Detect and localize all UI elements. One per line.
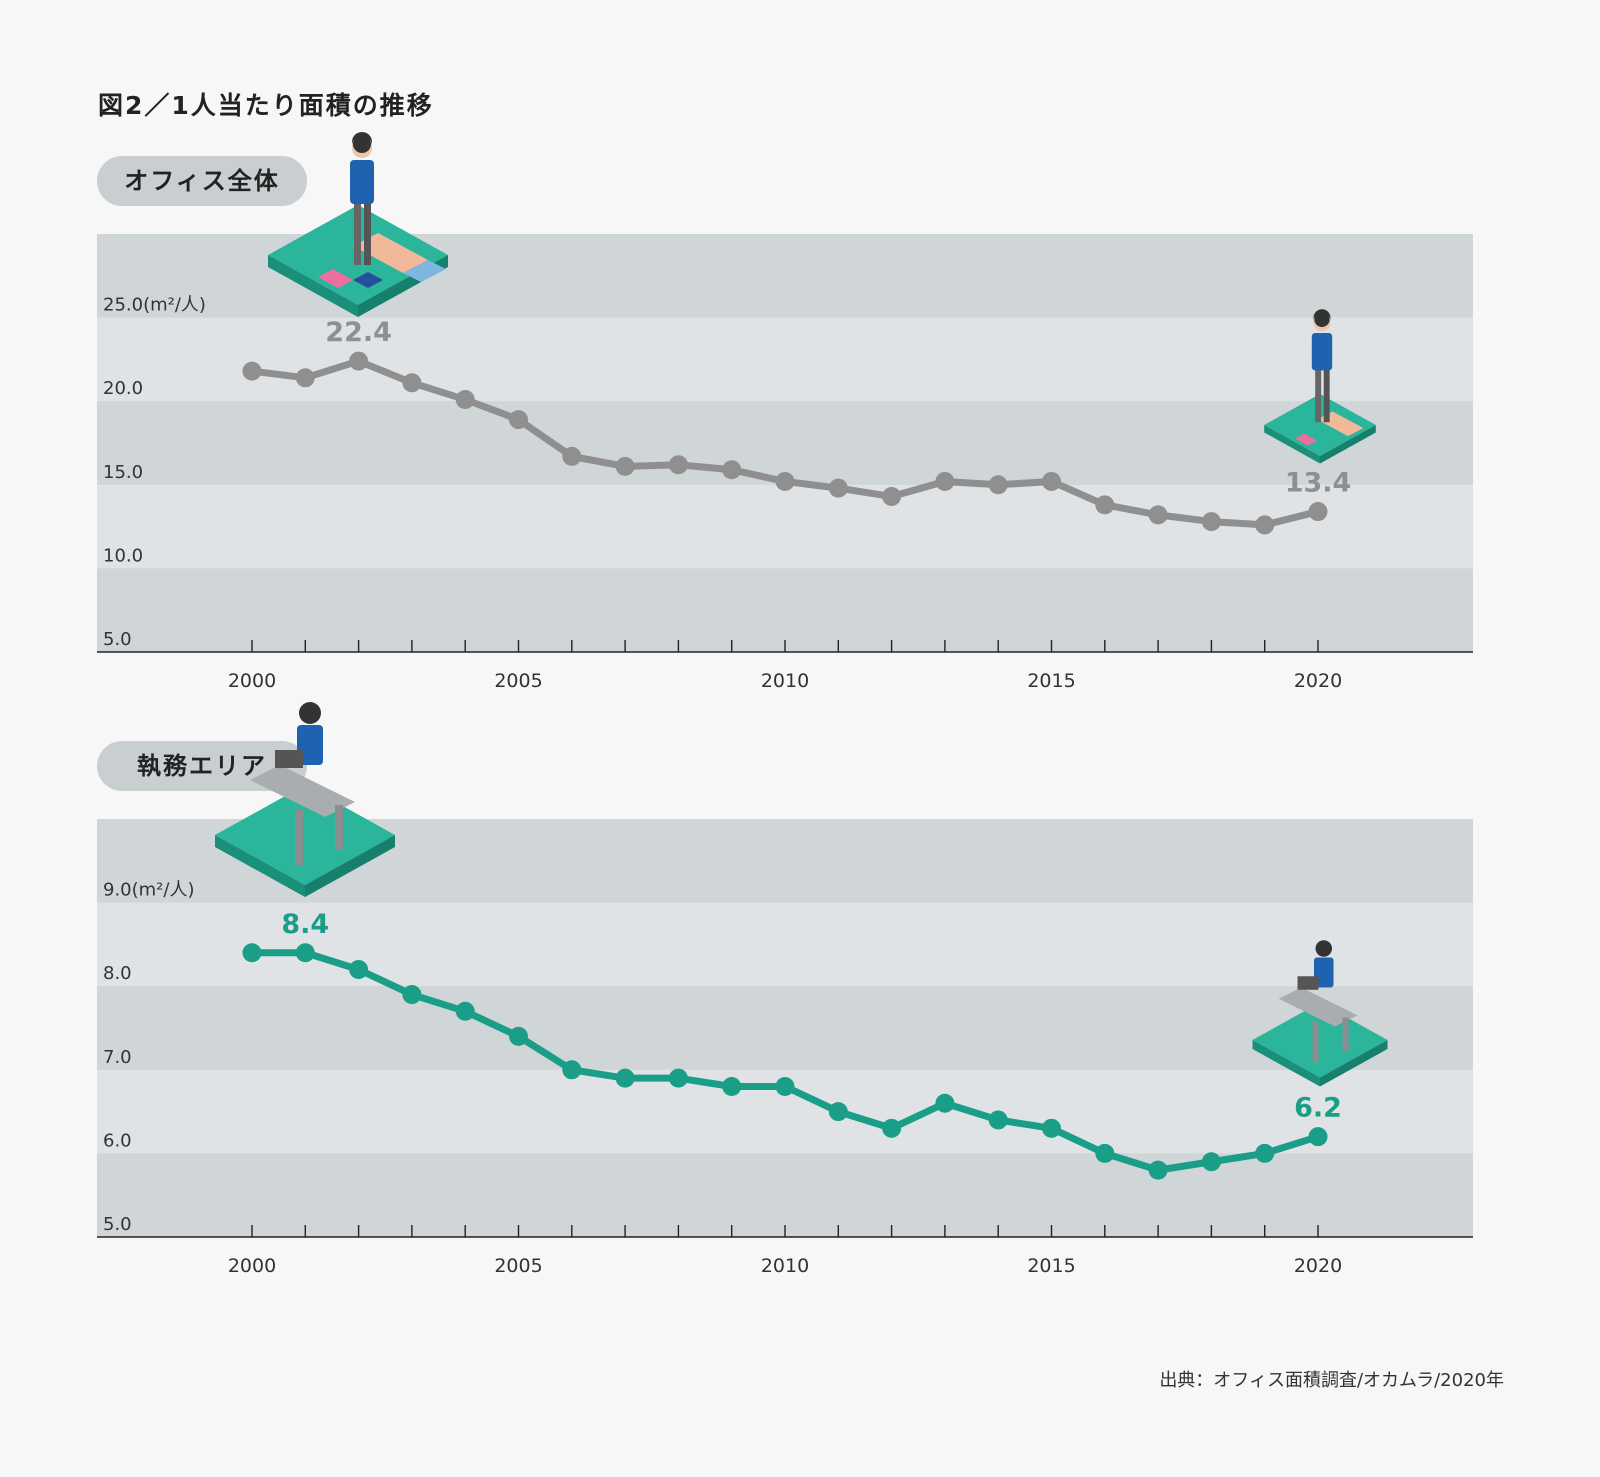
data-point (1095, 1143, 1115, 1163)
standing-person-icon (350, 132, 374, 265)
data-label: 8.4 (281, 909, 329, 940)
desk-worker-icon (1252, 940, 1388, 1087)
data-label: 13.4 (1285, 468, 1352, 499)
y-unit-label: 25.0(m²/人) (103, 295, 206, 316)
data-point (775, 471, 795, 491)
x-tick-label: 2000 (228, 1255, 276, 1277)
data-point (242, 361, 262, 381)
data-point (1201, 512, 1221, 532)
data-label: 22.4 (325, 317, 392, 348)
data-point (349, 351, 369, 371)
data-point (1042, 471, 1061, 491)
data-point (775, 1077, 795, 1097)
data-point (935, 471, 955, 491)
x-tick-label: 2000 (228, 670, 276, 692)
data-point (1095, 495, 1115, 515)
y-tick-label: 5.0 (103, 1214, 132, 1235)
y-tick-label: 7.0 (103, 1047, 132, 1068)
data-point (509, 410, 528, 430)
source-note: 出典：オフィス面積調査/オカムラ/2020年 (1159, 1370, 1504, 1391)
data-point (402, 985, 422, 1005)
data-point (455, 390, 475, 410)
x-tick-label: 2015 (1027, 1255, 1075, 1277)
data-point (509, 1026, 528, 1046)
data-point (828, 478, 848, 498)
grid-band (97, 902, 1473, 987)
data-point (1308, 1127, 1328, 1147)
grid-band (97, 568, 1473, 653)
data-point (668, 1068, 688, 1088)
chart-0: 5.0 10.0 15.0 20.0 25.0(m²/人) 2000 2005 2010 201… (97, 234, 1473, 692)
data-point (988, 475, 1008, 495)
y-tick-label: 5.0 (103, 629, 132, 650)
data-point (988, 1110, 1008, 1130)
chart-label-office-total: オフィス全体 (97, 156, 307, 206)
figure-title: 図2／1人当たり面積の推移 (98, 91, 434, 120)
data-point (562, 1060, 582, 1080)
data-point (242, 943, 262, 963)
data-point (882, 1118, 902, 1138)
x-tick-label: 2005 (494, 1255, 542, 1277)
data-point (1201, 1152, 1221, 1172)
grid-band (97, 1153, 1473, 1238)
data-point (1148, 1160, 1168, 1180)
data-point (615, 456, 635, 476)
data-point (1255, 1143, 1275, 1163)
chart-1: 5.0 6.0 7.0 8.0 9.0(m²/人) 2000 2005 2010 2015 202… (97, 819, 1473, 1277)
x-tick-label: 2005 (494, 670, 542, 692)
data-point (828, 1102, 848, 1122)
data-point (562, 446, 582, 466)
grid-band (97, 401, 1473, 486)
data-point (882, 487, 902, 507)
data-point (349, 959, 369, 979)
y-tick-label: 10.0 (103, 545, 143, 566)
y-unit-label: 9.0(m²/人) (103, 880, 195, 901)
x-tick-label: 2010 (761, 670, 809, 692)
grid-band (97, 317, 1473, 402)
data-point (615, 1068, 635, 1088)
data-point (1255, 515, 1275, 535)
data-point (722, 460, 742, 480)
data-point (295, 943, 315, 963)
y-tick-label: 8.0 (103, 963, 132, 984)
x-tick-label: 2010 (761, 1255, 809, 1277)
grid-band (97, 986, 1473, 1071)
y-tick-label: 20.0 (103, 378, 143, 399)
data-point (1308, 502, 1328, 522)
data-label: 6.2 (1294, 1093, 1342, 1124)
data-point (1042, 1118, 1061, 1138)
data-point (722, 1077, 742, 1097)
x-tick-label: 2015 (1027, 670, 1075, 692)
y-tick-label: 15.0 (103, 462, 143, 483)
desk-worker-icon (215, 702, 395, 897)
y-tick-label: 6.0 (103, 1130, 132, 1151)
data-point (295, 368, 315, 388)
data-point (668, 455, 688, 475)
data-point (402, 373, 422, 393)
x-tick-label: 2020 (1294, 670, 1342, 692)
standing-person-icon (1311, 309, 1333, 423)
data-point (1148, 505, 1168, 525)
x-tick-label: 2020 (1294, 1255, 1342, 1277)
data-point (935, 1093, 955, 1113)
data-point (455, 1001, 475, 1021)
